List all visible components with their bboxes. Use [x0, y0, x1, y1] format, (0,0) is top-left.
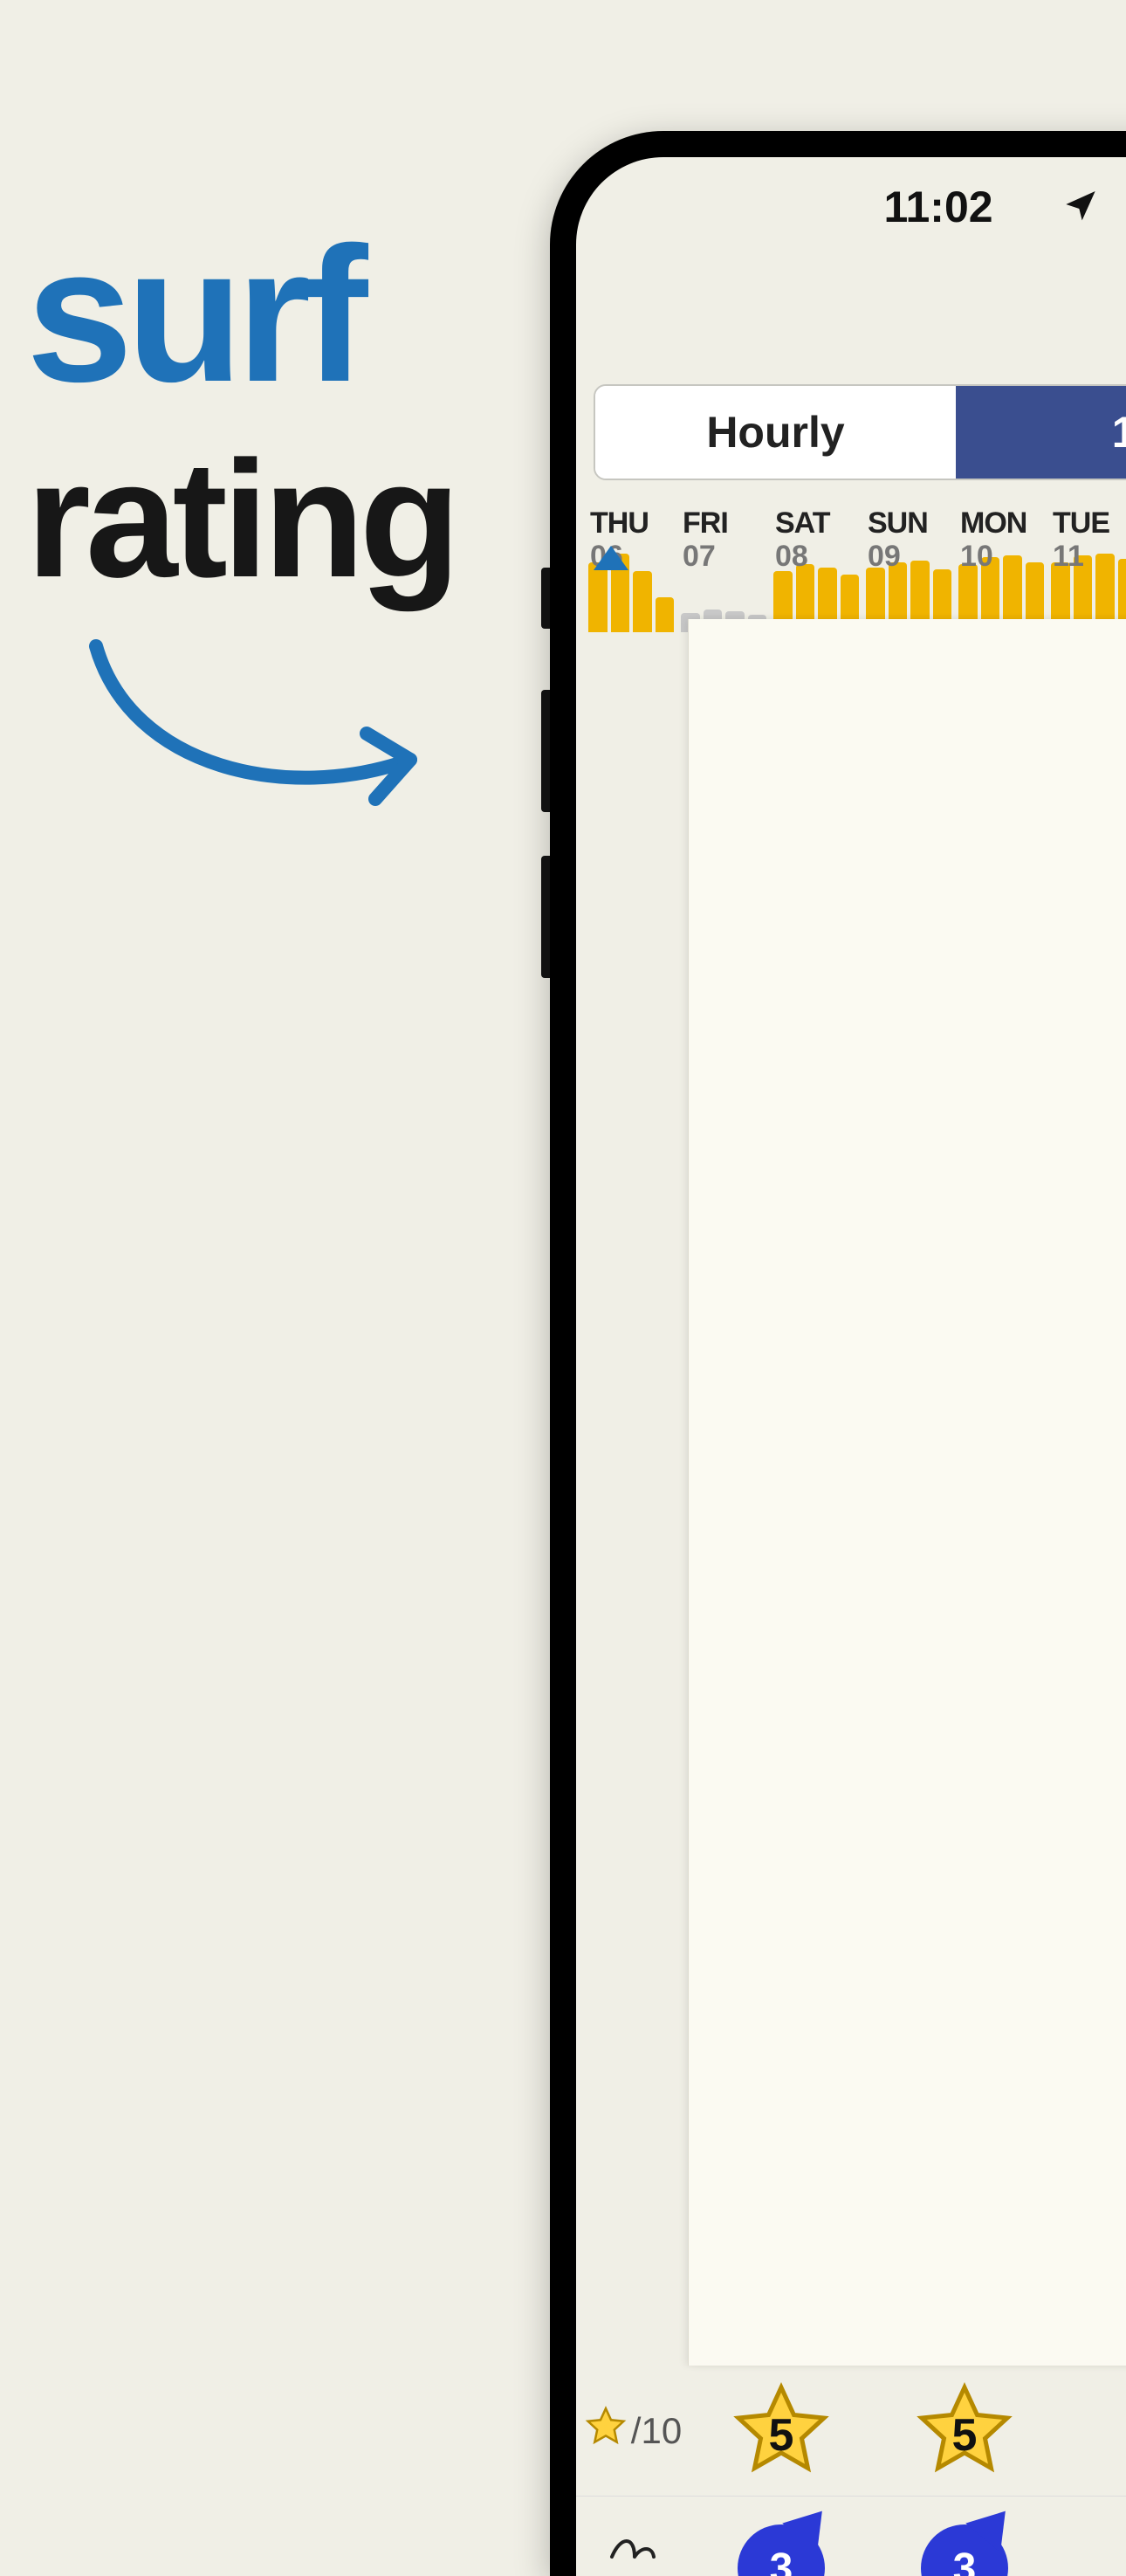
- rating-star-b: 5: [912, 2379, 1017, 2483]
- swell-b: 3: [873, 2509, 1056, 2576]
- rating-cell-a: 5: [690, 2366, 873, 2496]
- wave-icon: [608, 2529, 657, 2567]
- app-content: Hourly 12 THU06FRI07SAT08SUN09MON10TUE11…: [576, 271, 1126, 2576]
- swell-badge-b: 3: [921, 2524, 1008, 2576]
- rating-row: /10 5 5: [576, 2366, 1126, 2497]
- rating-value-b: 5: [912, 2379, 1017, 2483]
- day-item[interactable]: TUE11: [1047, 506, 1126, 541]
- day-item[interactable]: FRI07: [677, 506, 770, 541]
- day-strip[interactable]: THU06FRI07SAT08SUN09MON10TUE11: [576, 506, 1126, 541]
- day-number: 11: [1053, 540, 1084, 574]
- phone-side-button: [541, 690, 550, 812]
- day-item[interactable]: SAT08: [770, 506, 862, 541]
- status-bar: 11:02: [576, 182, 1126, 232]
- swell-a: 3: [690, 2509, 873, 2576]
- rating-star-a: 5: [729, 2379, 834, 2483]
- rating-scale: /10: [631, 2410, 682, 2452]
- forecast-grid: /10 5 5: [576, 619, 1126, 2576]
- day-item[interactable]: MON10: [955, 506, 1047, 541]
- rating-cell-b: 5: [873, 2366, 1056, 2496]
- location-icon: [1063, 182, 1098, 232]
- rating-label: /10: [576, 2366, 690, 2496]
- callout-panel: surf rating swell wave & energy wind tid…: [0, 0, 611, 2442]
- swell-height-row: m 3 3: [576, 2497, 1126, 2576]
- swell-unit: m: [620, 2571, 646, 2576]
- swell-label: m: [576, 2509, 690, 2576]
- rating-value-a: 5: [729, 2379, 834, 2483]
- phone-frame: 11:02 Hourly 12 THU06FRI07SAT08SUN09MON1…: [550, 131, 1126, 2576]
- callout-rating: rating: [26, 437, 456, 603]
- day-number: 09: [868, 540, 901, 574]
- callout-arrow-icon: [79, 629, 445, 821]
- phone-side-button: [541, 568, 550, 629]
- status-time: 11:02: [883, 182, 992, 232]
- callout-surf: surf: [26, 218, 361, 410]
- focus-column-highlight: [688, 619, 1126, 2366]
- phone-side-button: [541, 856, 550, 978]
- phone-screen: 11:02 Hourly 12 THU06FRI07SAT08SUN09MON1…: [576, 157, 1126, 2576]
- swell-badge-a: 3: [738, 2524, 825, 2576]
- day-number: 08: [775, 540, 808, 574]
- segmented-control[interactable]: Hourly 12: [594, 384, 1126, 480]
- day-item[interactable]: SUN09: [862, 506, 955, 541]
- seg-hourly[interactable]: Hourly: [595, 386, 956, 479]
- day-number: 10: [960, 540, 993, 574]
- star-icon: [584, 2405, 628, 2456]
- day-item[interactable]: THU06: [585, 506, 677, 541]
- seg-12h[interactable]: 12: [956, 386, 1126, 479]
- day-number: 07: [683, 540, 716, 574]
